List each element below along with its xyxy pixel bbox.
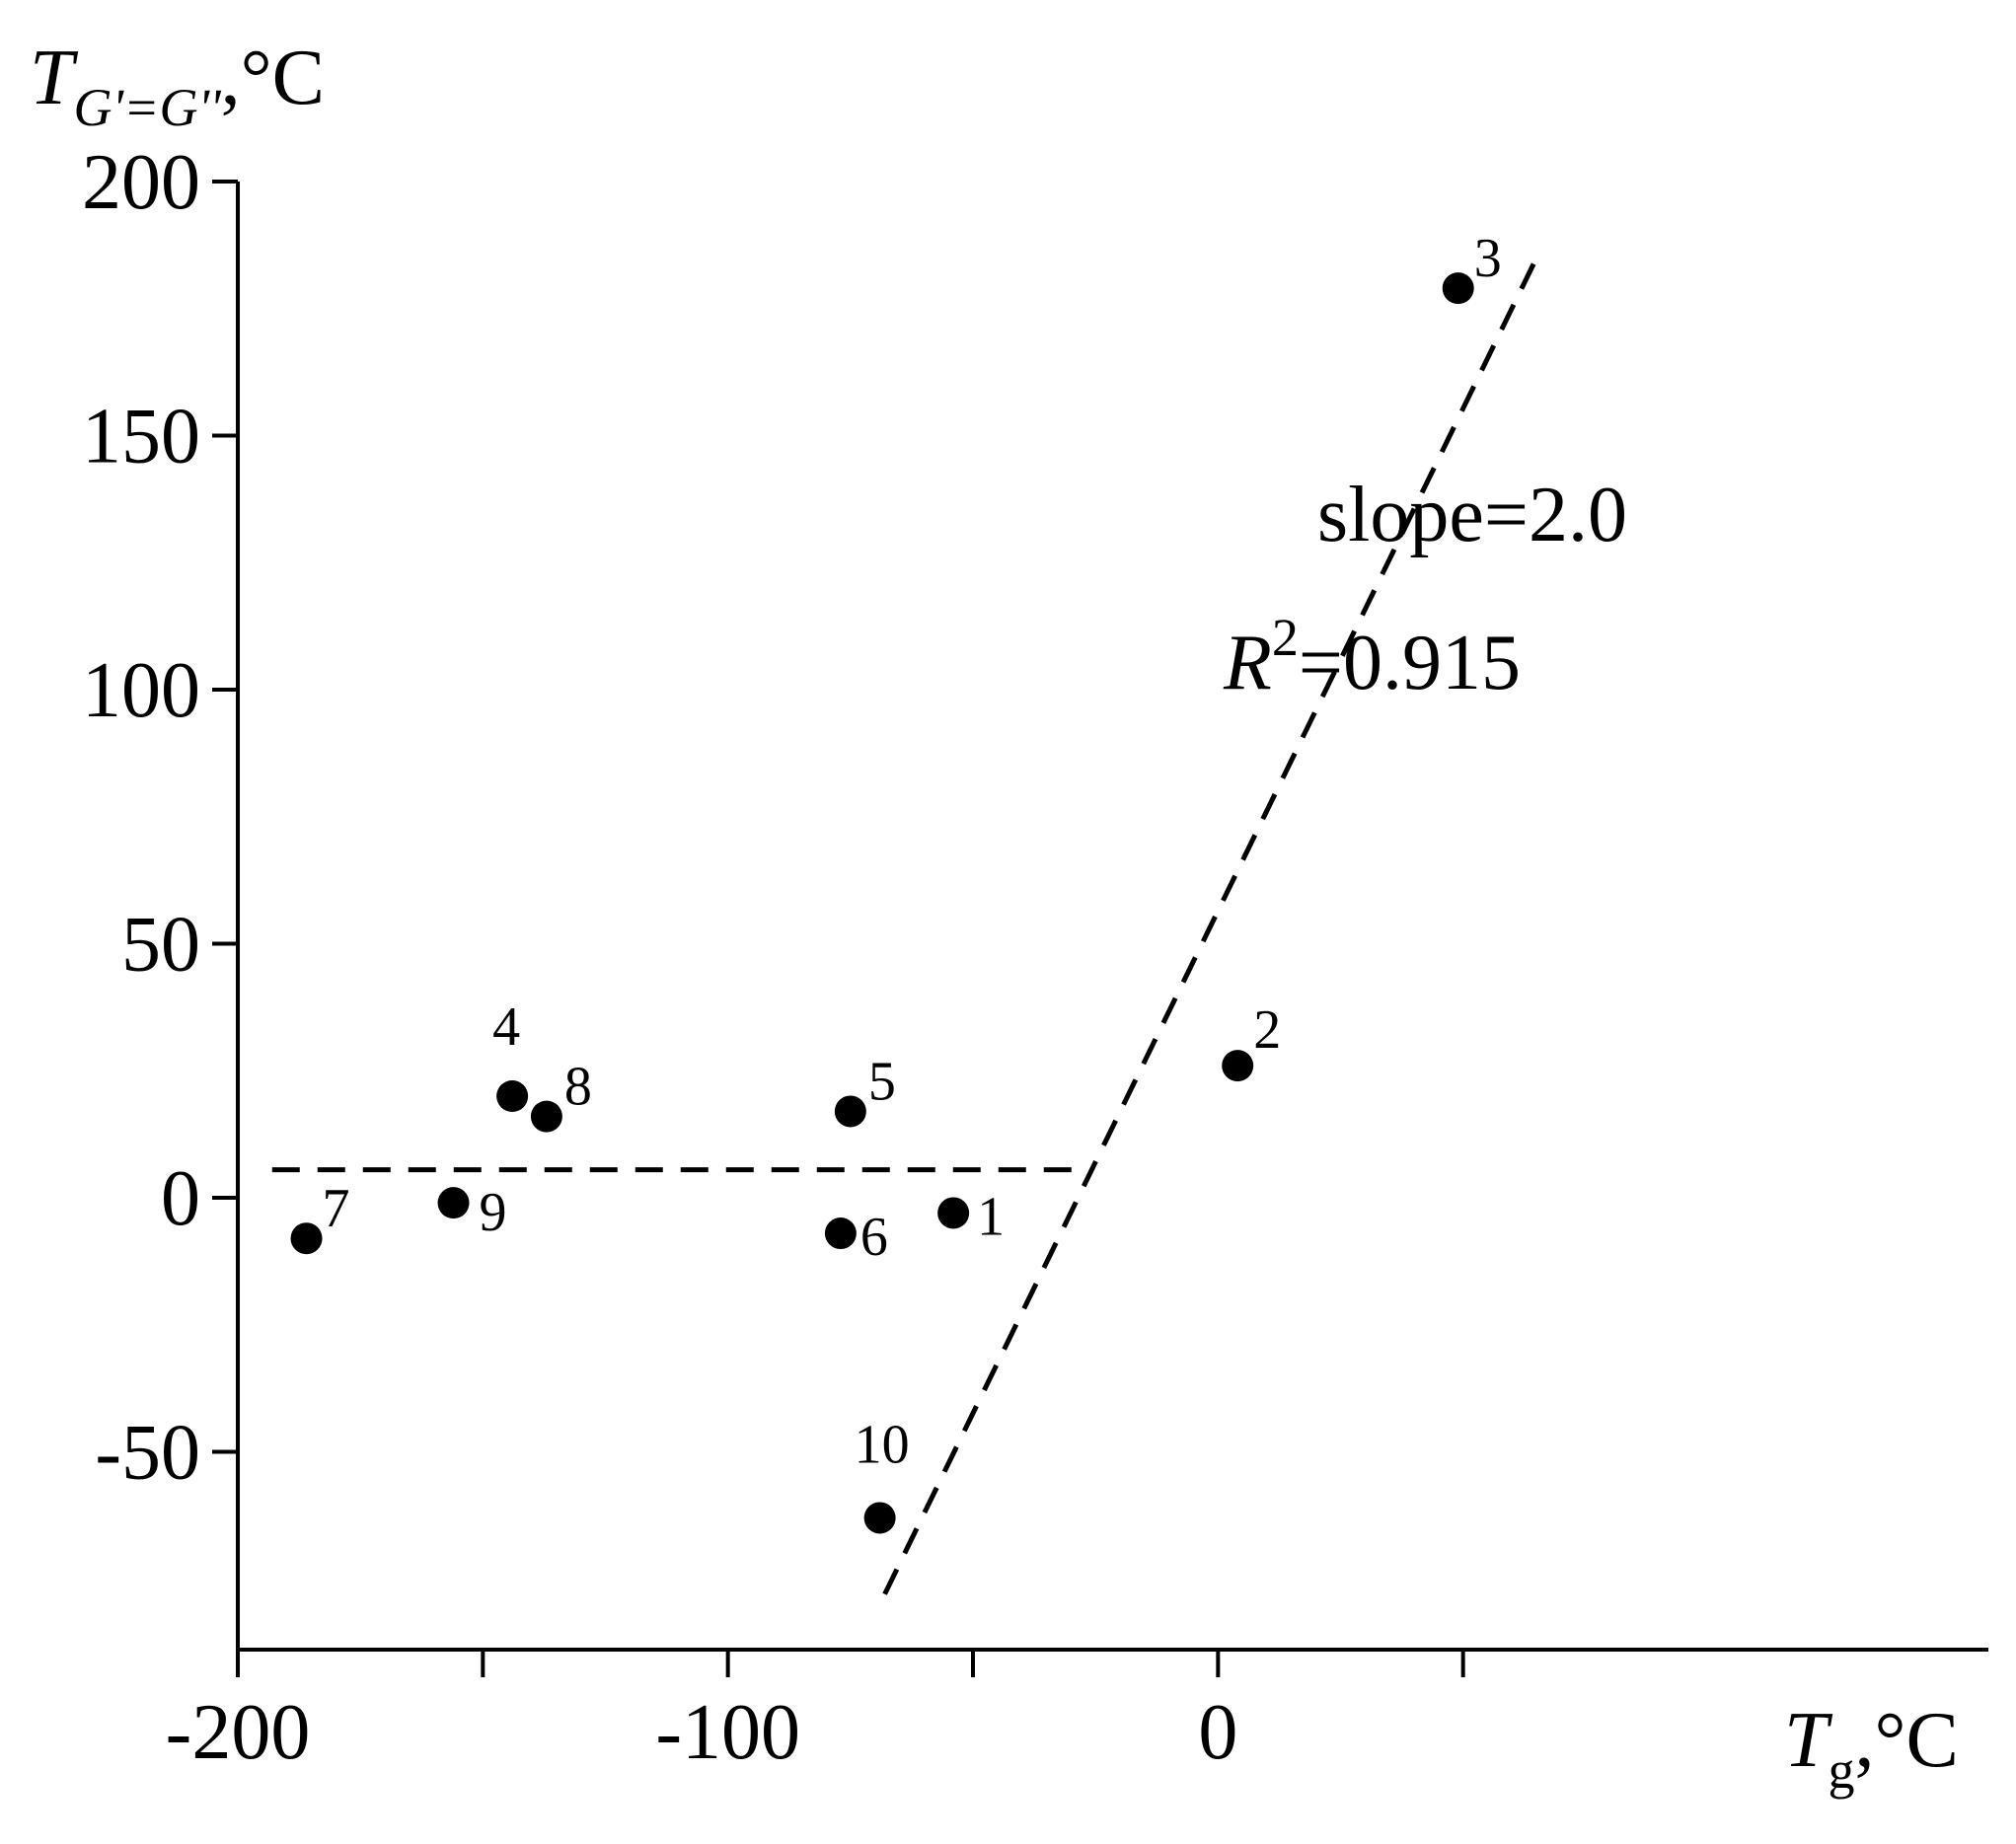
- y-axis-symbol: T: [30, 35, 79, 121]
- point-label-5: 5: [868, 1051, 896, 1112]
- y-tick-label: 100: [82, 647, 200, 734]
- y-tick-label: 50: [121, 902, 200, 989]
- point-label-1: 1: [977, 1186, 1005, 1247]
- y-tick-label: -50: [95, 1410, 200, 1497]
- data-point-4: [496, 1080, 529, 1112]
- y-axis-label: TG'=G'',°C: [30, 35, 325, 137]
- axes: -50 0 50 100 150 200 -200 -100 0: [82, 139, 1988, 1776]
- x-axis-symbol: T: [1784, 1697, 1833, 1784]
- point-label-10: 10: [855, 1414, 910, 1475]
- r-squared-symbol: R: [1223, 620, 1272, 706]
- y-tick-label: 0: [161, 1155, 200, 1242]
- r-squared-annotation: R2=0.915: [1223, 608, 1521, 706]
- x-tick-label: 0: [1198, 1689, 1237, 1776]
- slope-annotation: slope=2.0: [1317, 472, 1627, 558]
- data-point-2: [1222, 1050, 1254, 1082]
- y-tick-label: 200: [82, 139, 200, 226]
- data-point-10: [863, 1502, 896, 1534]
- r-squared-value: =0.915: [1299, 620, 1521, 706]
- annotations: slope=2.0 R2=0.915: [1223, 472, 1627, 706]
- point-label-8: 8: [564, 1057, 592, 1118]
- data-point-1: [937, 1197, 970, 1229]
- data-points: 1 2 3 4 5 6 7 8 9 10: [290, 228, 1502, 1534]
- axis-titles: TG'=G'',°C Tg,°C: [30, 35, 1959, 1800]
- data-point-7: [290, 1222, 323, 1255]
- r-squared-superscript: 2: [1272, 608, 1299, 667]
- y-axis-subscript: G'=G'': [74, 78, 223, 137]
- point-label-2: 2: [1253, 999, 1281, 1061]
- x-tick-label: -100: [655, 1689, 800, 1776]
- data-point-3: [1442, 272, 1474, 305]
- point-label-4: 4: [492, 996, 520, 1058]
- y-axis-unit: ,°C: [221, 35, 325, 121]
- y-tick-label: 150: [82, 394, 200, 480]
- data-point-8: [530, 1100, 562, 1133]
- data-point-9: [437, 1187, 470, 1219]
- x-tick-label: -200: [166, 1689, 311, 1776]
- point-label-9: 9: [480, 1182, 507, 1243]
- x-axis-subscript: g: [1829, 1740, 1855, 1800]
- data-point-6: [824, 1217, 857, 1250]
- fit-line-2: [882, 257, 1539, 1595]
- x-axis-unit: ,°C: [1855, 1697, 1959, 1784]
- point-label-6: 6: [860, 1207, 888, 1268]
- point-label-7: 7: [323, 1178, 350, 1239]
- data-point-5: [834, 1095, 866, 1128]
- fit-lines: [271, 257, 1539, 1595]
- point-label-3: 3: [1474, 228, 1502, 289]
- x-axis-label: Tg,°C: [1784, 1697, 1959, 1800]
